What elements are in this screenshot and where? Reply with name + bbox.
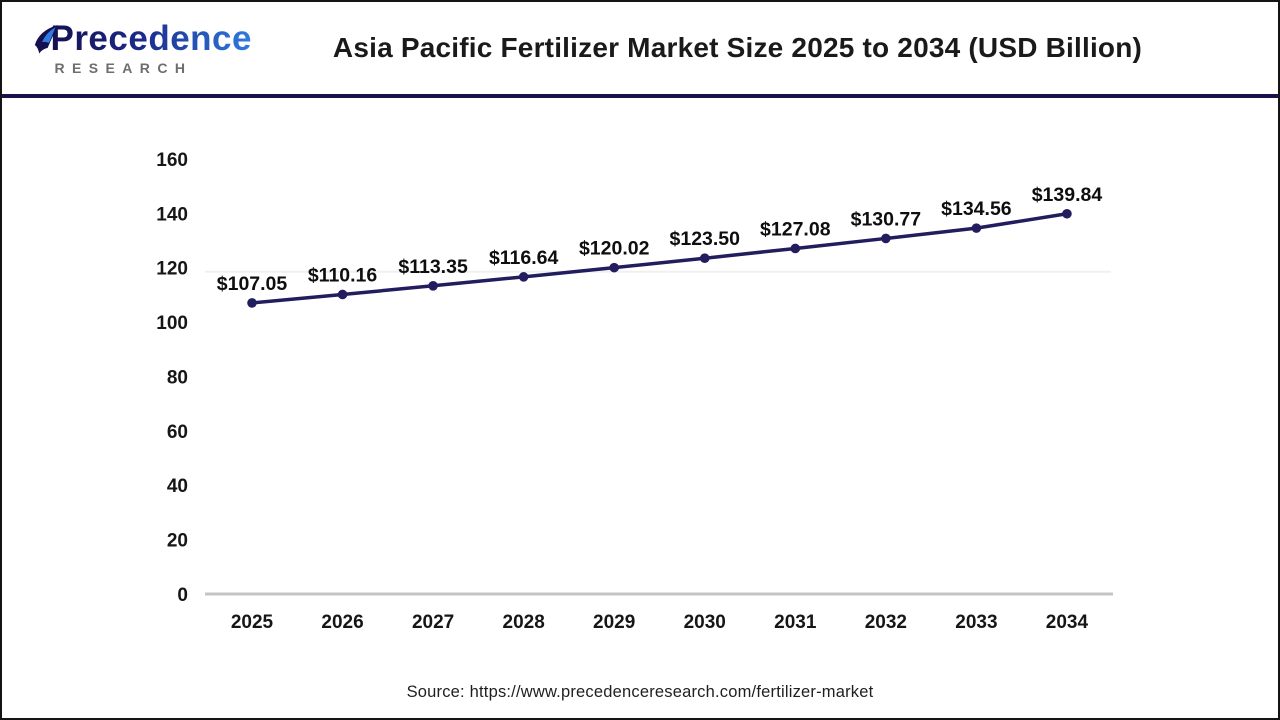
data-point: [337, 289, 348, 300]
chart-area: 160 140 120 100 80 60 40 20 0 2025 2026 2027 2028 202…: [2, 98, 1280, 658]
x-tick-label: 2031: [774, 612, 817, 633]
y-tick-label: 140: [156, 204, 188, 225]
data-point-label: $127.08: [760, 218, 831, 240]
data-point: [699, 253, 710, 264]
data-point-label: $116.64: [489, 247, 559, 269]
x-tick-label: 2030: [684, 612, 726, 633]
x-tick-label: 2026: [321, 612, 363, 633]
chart-title: Asia Pacific Fertilizer Market Size 2025…: [332, 32, 1143, 63]
x-tick-label: 2025: [231, 612, 274, 633]
x-tick-label: 2033: [955, 612, 997, 633]
data-point: [1062, 208, 1072, 219]
y-tick-label: 40: [167, 476, 188, 497]
y-tick-label: 20: [167, 531, 188, 552]
data-point-label: $113.35: [398, 256, 468, 278]
x-tick-label: 2032: [865, 612, 907, 633]
data-point-label: $130.77: [851, 208, 922, 230]
logo-subtitle: RESEARCH: [54, 59, 193, 76]
source-line: Source: https://www.precedenceresearch.c…: [2, 683, 1278, 702]
logo-text: Precedence RESEARCH: [50, 21, 252, 76]
x-tick-label: 2027: [412, 612, 454, 633]
data-point-label: $107.05: [217, 273, 288, 295]
data-point-label: $110.16: [308, 264, 378, 286]
logo-wordmark: Precedence: [50, 18, 252, 58]
data-point-label: $123.50: [670, 228, 741, 250]
logo-leaf-icon: [34, 25, 58, 54]
source-text: Source: https://www.precedenceresearch.c…: [406, 683, 874, 701]
data-point: [609, 262, 619, 273]
y-tick-label: 120: [156, 259, 188, 280]
x-tick-label: 2028: [503, 612, 545, 633]
data-point: [518, 272, 529, 282]
data-point: [247, 298, 257, 308]
y-tick-label: 100: [156, 313, 188, 334]
y-tick-label: 160: [156, 150, 188, 171]
line-chart: 160 140 120 100 80 60 40 20 0 2025 2026 2027 2028 202…: [156, 150, 1113, 633]
x-tick-label: 2034: [1046, 612, 1089, 633]
data-point: [790, 243, 801, 254]
precedence-research-logo: Precedence RESEARCH: [2, 21, 252, 76]
data-point-label: $134.56: [941, 198, 1012, 220]
y-tick-label: 0: [177, 585, 188, 606]
data-point: [971, 223, 982, 233]
x-tick-label: 2029: [593, 612, 635, 633]
y-tick-label: 80: [167, 367, 188, 388]
data-point-label: $120.02: [579, 238, 650, 260]
data-point: [881, 233, 891, 244]
series-line: [250, 212, 1069, 305]
data-point-label: $139.84: [1032, 184, 1103, 206]
y-tick-label: 60: [167, 422, 188, 443]
data-point: [428, 281, 438, 291]
header: Precedence RESEARCH Asia Pacific Fertili…: [2, 2, 1278, 98]
